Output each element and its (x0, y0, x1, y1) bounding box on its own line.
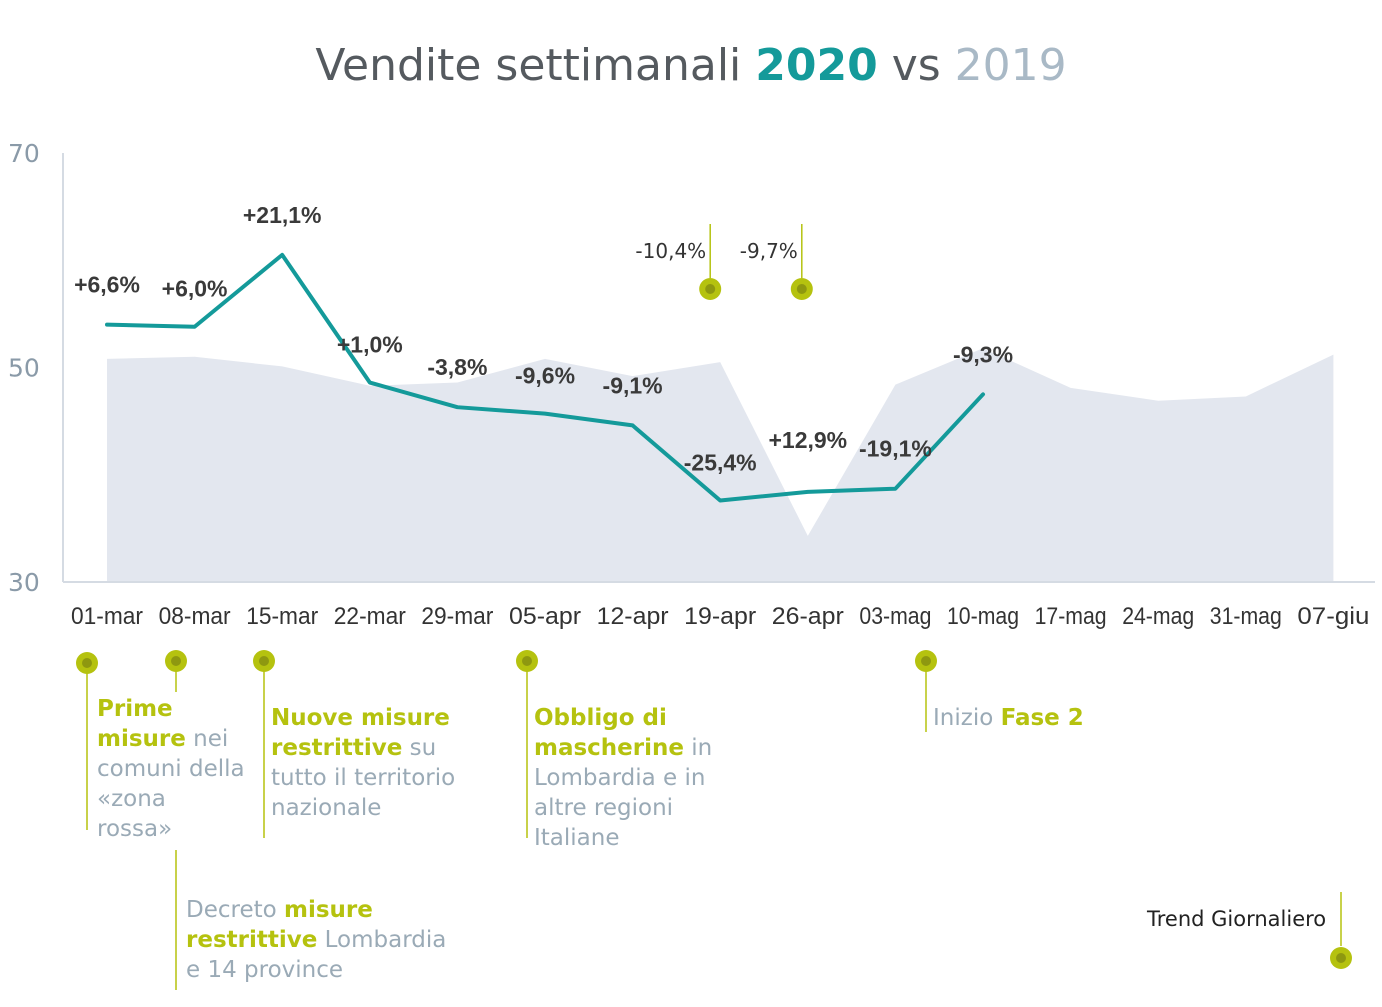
annotation-text: in Lombardia e in altre regioni Italiane (534, 735, 713, 851)
annotation-text: Lombardia e 14 province (186, 927, 447, 983)
annotation-text: su tutto il territorio nazionale (271, 735, 456, 821)
marker-dot-center (171, 656, 181, 666)
annotation-decreto: Decreto misure restrittive Lombardia e 1… (186, 895, 456, 985)
data-label: -3,8% (427, 354, 487, 380)
x-tick-label: 22-mar (334, 603, 406, 630)
y-tick-label: 30 (8, 568, 40, 597)
marker-dot-center (796, 284, 807, 294)
x-tick-label: 01-mar (71, 603, 143, 630)
daily-trend-label: -9,7% (740, 239, 798, 263)
data-label: -9,3% (953, 341, 1013, 367)
x-tick-label: 17-mag (1035, 603, 1107, 630)
marker-dot-center (1336, 953, 1346, 963)
data-label: +6,6% (74, 272, 140, 298)
chart-title: Vendite settimanali 2020 vs 2019 (0, 40, 1382, 91)
x-tick-label: 12-apr (597, 603, 669, 630)
x-tick-label: 29-mar (421, 603, 493, 630)
x-tick-label: 10-mag (947, 603, 1019, 630)
annotation-highlight: misure restrittive (186, 897, 373, 953)
marker-dot-center (522, 656, 532, 666)
annotation-fase2: Inizio Fase 2 (933, 703, 1133, 733)
x-tick-label: 24-mag (1122, 603, 1194, 630)
x-tick-label: 15-mar (246, 603, 318, 630)
data-label: -19,1% (859, 436, 932, 462)
x-tick-label: 31-mag (1210, 603, 1282, 630)
title-year-2020: 2020 (755, 40, 878, 91)
data-label: -25,4% (684, 449, 757, 475)
marker-dot-center (705, 284, 716, 294)
x-tick-label: 26-apr (772, 603, 844, 630)
annotation-obbligo: Obbligo di mascherine in Lombardia e in … (534, 703, 729, 853)
x-tick-label: 05-apr (509, 603, 581, 630)
data-label: +1,0% (337, 332, 403, 358)
data-label: +21,1% (243, 202, 322, 228)
x-tick-label: 03-mag (859, 603, 931, 630)
y-tick-label: 70 (8, 139, 40, 168)
annotation-prime-misure: Prime misure nei comuni della «zona ross… (97, 694, 247, 844)
marker-dot-center (921, 656, 931, 666)
marker-dot-center (82, 658, 92, 668)
data-label: +12,9% (768, 427, 847, 453)
series-2020-line (105, 252, 985, 503)
x-tick-label: 08-mar (159, 603, 231, 630)
title-year-2019: 2019 (954, 40, 1067, 91)
annotation-text: nei comuni della «zona rossa» (97, 726, 245, 842)
daily-trend-label: -10,4% (635, 239, 706, 263)
legend-trend-label: Trend Giornaliero (1147, 907, 1327, 931)
data-label: -9,6% (515, 363, 575, 389)
x-tick-label: 19-apr (684, 603, 756, 630)
data-label: +6,0% (162, 276, 228, 302)
annotation-nuove-misure: Nuove misure restrittive su tutto il ter… (271, 703, 471, 823)
annotation-highlight: Prime misure (97, 696, 186, 752)
series-2019-area (107, 348, 1334, 582)
title-vs: vs (877, 40, 955, 91)
x-tick-label: 07-giu (1297, 603, 1369, 630)
title-prefix: Vendite settimanali (315, 40, 756, 91)
y-tick-label: 50 (8, 354, 40, 383)
annotation-highlight: Obbligo di mascherine (534, 705, 684, 761)
data-label: -9,1% (603, 372, 663, 398)
marker-dot-center (259, 656, 269, 666)
annotation-prefix: Inizio (933, 705, 1001, 731)
annotation-prefix: Decreto (186, 897, 285, 923)
annotation-highlight: Nuove misure restrittive (271, 705, 450, 761)
annotation-highlight: Fase 2 (1000, 705, 1084, 731)
